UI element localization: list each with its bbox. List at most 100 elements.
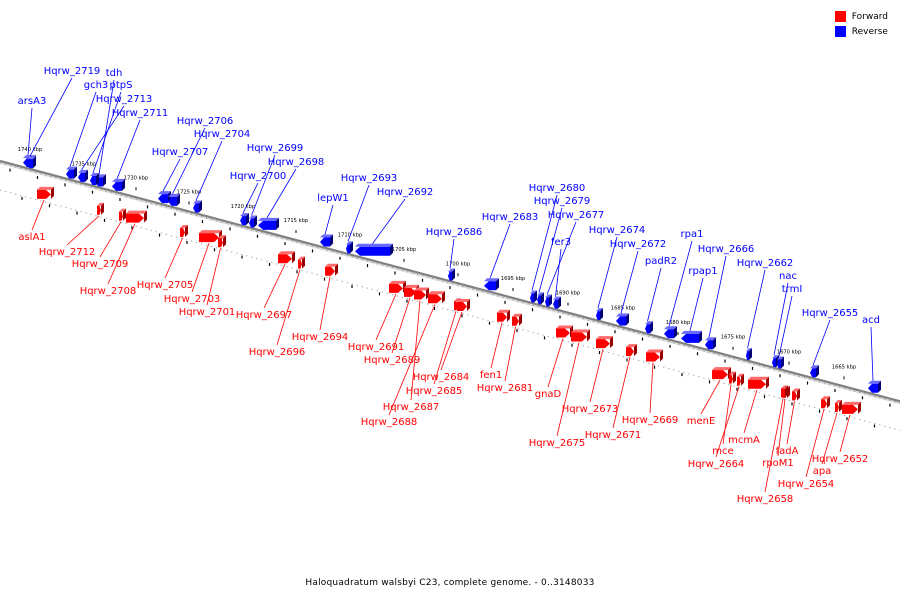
gene-feature-hqrw-2711 — [112, 178, 125, 191]
gene-label-hqrw-2669: Hqrw_2669 — [622, 415, 679, 426]
legend-label-reverse: Reverse — [851, 26, 888, 37]
feature-top — [645, 321, 653, 325]
gene-label-hqrw-2679: Hqrw_2679 — [534, 196, 591, 207]
feature-body — [389, 283, 403, 293]
label-leader — [276, 269, 301, 346]
label-leader — [538, 207, 563, 293]
gene-feature-hqrw-2671 — [626, 344, 637, 357]
gene-feature-hqrw-2700 — [240, 213, 249, 226]
feature-top — [681, 330, 702, 334]
gene-label-hqrw-2708: Hqrw_2708 — [80, 286, 137, 297]
gene-label-hqrw-2697: Hqrw_2697 — [236, 310, 293, 321]
feature-body — [748, 379, 766, 389]
feature-body — [646, 352, 660, 362]
feature-body — [457, 302, 467, 312]
feature-top — [553, 296, 561, 300]
gene-label-hqrw-2692: Hqrw_2692 — [377, 187, 434, 198]
gene-label-mcma: mcmA — [728, 435, 760, 446]
feature-side — [452, 268, 455, 281]
gene-label-hqrw-2701: Hqrw_2701 — [179, 307, 236, 318]
feature-top — [258, 217, 279, 221]
feature-side — [101, 202, 104, 215]
gene-label-lepw1: lepW1 — [317, 193, 349, 204]
label-leader — [805, 409, 825, 478]
gene-feature-hqrw-2680 — [530, 290, 537, 303]
feature-top — [792, 388, 800, 392]
feature-side — [122, 178, 125, 191]
feature-body — [556, 328, 570, 338]
backbone-shadow — [0, 161, 900, 405]
forward-swatch — [834, 11, 846, 22]
feature-top — [781, 385, 788, 389]
feature-body — [821, 399, 827, 409]
feature-body — [66, 169, 74, 179]
gene-label-hqrw-2696: Hqrw_2696 — [249, 347, 306, 358]
feature-top — [325, 263, 338, 267]
gene-label-hqrw-2686: Hqrw_2686 — [426, 227, 483, 238]
label-leader — [162, 158, 181, 192]
feature-body — [868, 383, 878, 393]
gene-feature-acd — [868, 380, 881, 393]
label-leader — [547, 338, 564, 388]
legend-item-reverse: Reverse — [834, 24, 888, 39]
gene-feature-hqrw-2691 — [389, 280, 406, 293]
label-leader — [764, 398, 784, 493]
gene-label-hqrw-2674: Hqrw_2674 — [589, 225, 646, 236]
label-leader — [786, 401, 795, 445]
label-leader — [206, 248, 221, 306]
gene-feature-hqrw-2706 — [168, 193, 180, 206]
gene-label-hqrw-2662: Hqrw_2662 — [737, 258, 794, 269]
feature-body — [772, 358, 776, 368]
feature-top — [355, 243, 393, 247]
label-leader — [372, 198, 406, 245]
feature-side — [749, 348, 752, 361]
gene-feature-hqrw-2705 — [180, 225, 188, 238]
gene-feature-gch3 — [66, 166, 77, 179]
feature-top — [119, 208, 126, 212]
gene-label-tdh: tdh — [106, 68, 123, 79]
feature-body — [792, 391, 797, 401]
gene-feature-hqrw-2684 — [457, 299, 470, 312]
gene-feature-hqrw-2658 — [781, 385, 788, 398]
gene-feature-mene — [712, 367, 731, 380]
gene-feature-ptps — [90, 173, 99, 186]
gene-label-hqrw-2711: Hqrw_2711 — [112, 108, 169, 119]
feature-top — [842, 401, 861, 405]
feature-body — [448, 271, 452, 281]
feature-top — [868, 380, 881, 384]
feature-body — [249, 218, 254, 228]
feature-top — [556, 325, 573, 329]
feature-side — [185, 225, 188, 238]
feature-top — [530, 290, 537, 294]
feature-side — [610, 336, 613, 349]
label-leader — [589, 349, 604, 403]
gene-label-hqrw-2687: Hqrw_2687 — [383, 402, 440, 413]
feature-top — [112, 178, 125, 182]
label-leader — [689, 277, 704, 331]
tick-label: 1665 kbp — [832, 364, 857, 370]
label-leader — [99, 221, 122, 258]
gene-feature-hqrw-2666 — [705, 337, 716, 350]
feature-side — [33, 156, 36, 169]
label-leader — [812, 319, 831, 366]
feature-side — [733, 371, 736, 384]
gene-label-hqrw-2680: Hqrw_2680 — [529, 183, 586, 194]
feature-body — [320, 237, 330, 247]
gene-label-hqrw-2700: Hqrw_2700 — [230, 171, 287, 182]
feature-body — [258, 220, 276, 230]
label-leader — [172, 127, 206, 195]
label-leader — [195, 140, 223, 201]
gene-features — [23, 155, 881, 414]
tick-label: 1700 kbp — [446, 261, 471, 267]
label-leader — [92, 91, 122, 174]
gene-label-hqrw-2706: Hqrw_2706 — [177, 116, 234, 127]
gene-feature-hqrw-2652 — [842, 401, 861, 414]
feature-side — [390, 243, 393, 256]
feature-body — [512, 316, 519, 326]
tick-label: 1725 kbp — [177, 189, 202, 195]
feature-side — [558, 296, 561, 309]
label-leader — [612, 357, 631, 429]
gene-feature-hqrw-2675 — [571, 329, 590, 342]
label-leader — [433, 311, 457, 385]
